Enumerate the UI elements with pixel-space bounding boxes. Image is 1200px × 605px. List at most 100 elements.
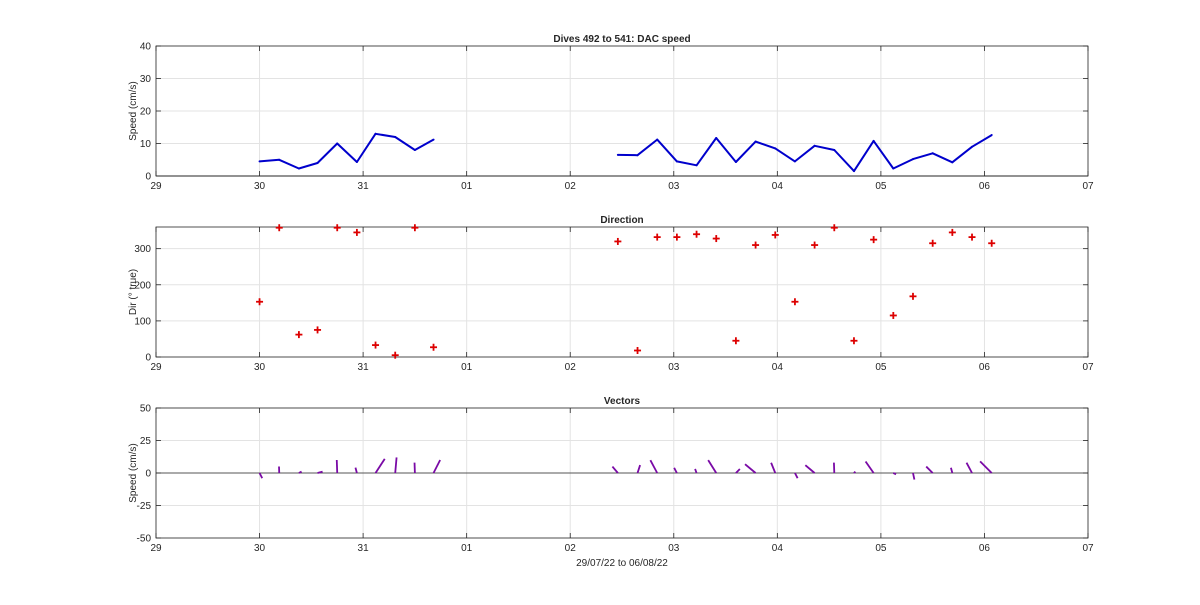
grid: [155, 227, 1089, 358]
vector-stick: [735, 468, 741, 474]
speed-point: [833, 149, 836, 151]
vector-stick: [258, 472, 264, 479]
grid: [155, 45, 1089, 177]
panel-2: 29 30 31 01 02 03 04 05 06 07 0 100 200 300 Direction D…: [128, 215, 1094, 373]
speed-point: [432, 138, 435, 141]
x-tick-label: 06: [979, 362, 991, 373]
direction-marker: [314, 326, 322, 334]
speed-point: [734, 161, 737, 164]
direction-marker: [333, 224, 341, 232]
speed-point: [971, 145, 974, 148]
speed-point: [656, 138, 659, 141]
direction-marker: [850, 337, 858, 345]
vector-stick: [394, 457, 398, 474]
x-tick-label: 29: [150, 362, 162, 373]
direction-marker: [830, 224, 838, 232]
speed-point: [695, 164, 698, 167]
direction-marker: [634, 347, 642, 354]
vector-stick: [707, 459, 717, 474]
direction-marker: [391, 351, 399, 359]
direction-marker: [614, 237, 622, 245]
speed-point: [793, 160, 796, 163]
x-tick-label: 05: [875, 362, 887, 373]
direction-marker: [791, 298, 799, 306]
y-axis-label: Speed (cm/s): [128, 443, 139, 502]
series: [256, 224, 996, 359]
vector-stick: [636, 464, 641, 474]
y-tick-label: 300: [134, 244, 151, 255]
panel-title: Dives 492 to 541: DAC speed: [553, 34, 690, 45]
y-tick-label: 10: [140, 139, 152, 150]
y-tick-label: -25: [137, 501, 152, 512]
speed-point: [374, 132, 377, 135]
speed-point: [892, 167, 895, 170]
x-tick-label: 07: [1082, 181, 1094, 192]
vector-stick: [432, 459, 441, 474]
x-tick-label: 01: [461, 543, 473, 554]
y-tick-label: 0: [145, 172, 151, 183]
x-tick-label: 30: [254, 543, 266, 554]
x-tick-label: 07: [1082, 362, 1094, 373]
y-tick-label: 0: [145, 469, 151, 480]
direction-marker: [353, 228, 361, 236]
speed-point: [852, 170, 855, 173]
x-tick-label: 29: [150, 543, 162, 554]
direction-marker: [653, 233, 661, 241]
x-tick-label: 05: [875, 543, 887, 554]
y-tick-label: -50: [137, 534, 152, 545]
vector-stick: [979, 460, 993, 474]
speed-point: [297, 167, 300, 170]
vector-stick: [374, 458, 386, 474]
x-tick-label: 02: [565, 543, 577, 554]
vector-stick: [770, 462, 777, 474]
vector-stick: [925, 465, 934, 474]
series: [156, 457, 1088, 480]
vector-stick: [892, 472, 897, 476]
panel-title: Direction: [600, 215, 643, 226]
x-tick-label: 05: [875, 181, 887, 192]
y-ticks: -50 -25 0 25 50: [137, 404, 1088, 545]
vector-stick: [965, 462, 973, 474]
direction-marker: [673, 233, 681, 241]
panel-1: 29 30 31 01 02 03 04 05 06 07 0 10 20 30 40 Dives 492 t…: [128, 34, 1094, 192]
y-tick-label: 30: [140, 74, 152, 85]
y-tick-label: 100: [134, 316, 151, 327]
x-ticks: 29 30 31 01 02 03 04 05 06 07: [150, 227, 1094, 373]
y-tick-label: 20: [140, 107, 152, 118]
direction-marker: [275, 224, 283, 232]
x-axis-label: 29/07/22 to 06/08/22: [576, 558, 668, 569]
speed-point: [931, 152, 934, 155]
direction-marker: [295, 331, 303, 339]
vector-stick: [673, 467, 678, 474]
speed-line-segment: [617, 134, 993, 173]
y-tick-label: 0: [145, 353, 151, 364]
x-tick-label: 07: [1082, 543, 1094, 554]
x-ticks: 29 30 31 01 02 03 04 05 06 07: [150, 46, 1094, 192]
x-tick-label: 29: [150, 181, 162, 192]
panel-title: Vectors: [604, 396, 641, 407]
direction-marker: [870, 236, 878, 244]
x-tick-label: 02: [565, 181, 577, 192]
speed-point: [675, 160, 678, 163]
x-tick-label: 03: [668, 362, 680, 373]
direction-marker: [693, 230, 701, 238]
vector-stick: [694, 468, 698, 474]
direction-marker: [889, 311, 897, 319]
speed-point: [754, 140, 757, 143]
x-tick-label: 30: [254, 181, 266, 192]
x-tick-label: 03: [668, 543, 680, 554]
vector-stick: [611, 465, 619, 474]
speed-point: [636, 154, 639, 157]
x-tick-label: 02: [565, 362, 577, 373]
y-tick-label: 25: [140, 436, 152, 447]
x-tick-label: 03: [668, 181, 680, 192]
direction-marker: [372, 341, 380, 349]
speed-point: [278, 158, 281, 161]
x-tick-label: 06: [979, 181, 991, 192]
direction-marker: [771, 231, 779, 239]
vector-stick: [950, 467, 954, 474]
y-tick-label: 40: [140, 42, 152, 53]
y-tick-label: 50: [140, 404, 152, 415]
speed-point: [355, 161, 358, 164]
